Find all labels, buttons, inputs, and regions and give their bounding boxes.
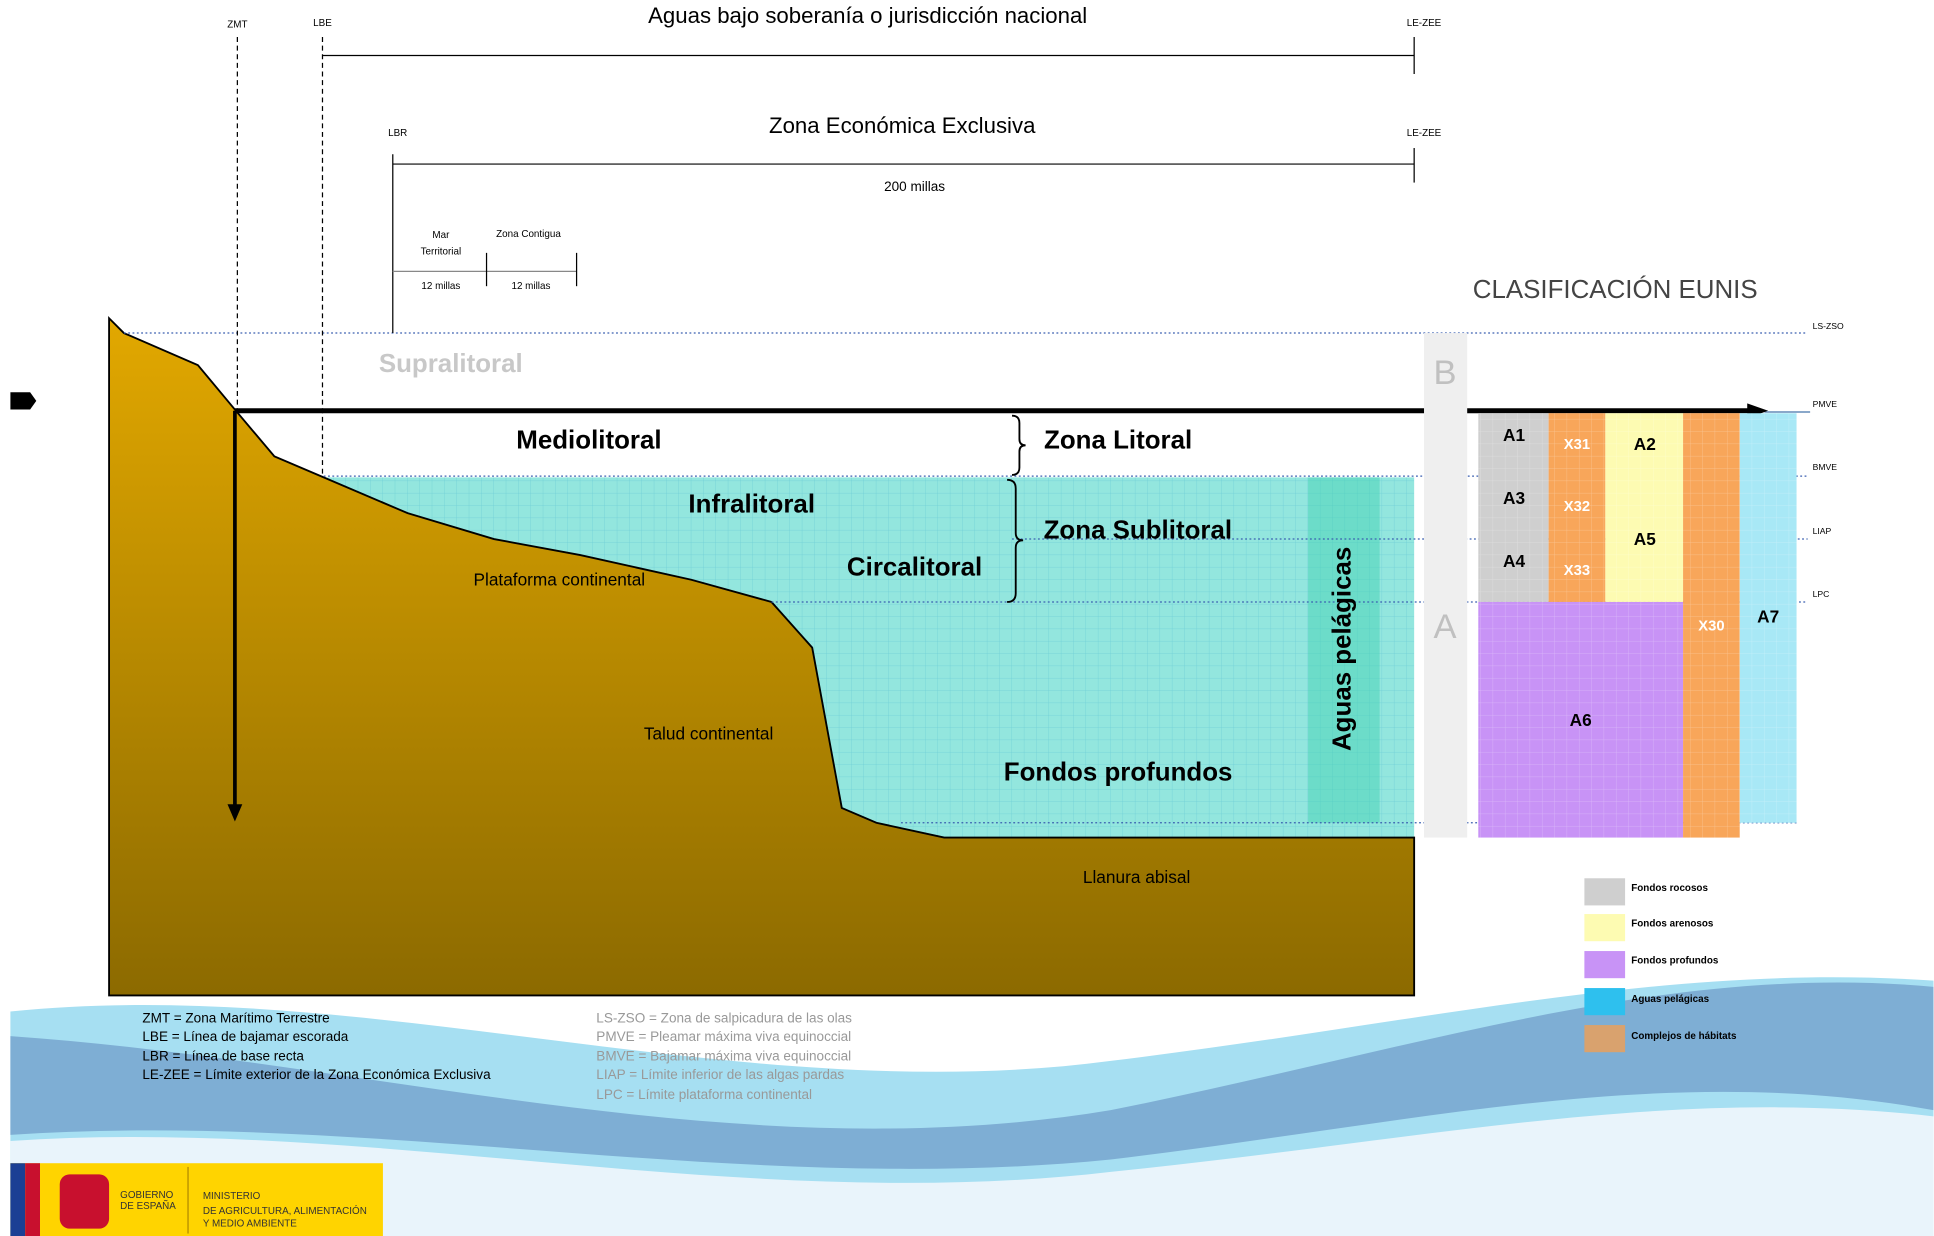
legend-swatch bbox=[1584, 1025, 1625, 1052]
eunis-code: A3 bbox=[1503, 488, 1525, 508]
legend-label: Fondos rocosos bbox=[1631, 883, 1708, 894]
label: ZMT bbox=[227, 19, 247, 30]
eunis-grid bbox=[1478, 413, 1796, 837]
note: BMVE = Bajamar máxima viva equinoccial bbox=[596, 1049, 851, 1064]
eunis-code: X32 bbox=[1564, 499, 1590, 515]
zone-label: Talud continental bbox=[644, 724, 773, 744]
zone-label: Infralitoral bbox=[688, 491, 815, 519]
zone-label: Zona Sublitoral bbox=[1044, 516, 1232, 544]
brace bbox=[1012, 416, 1026, 475]
eunis-code: A1 bbox=[1503, 425, 1525, 445]
label: LE-ZEE bbox=[1407, 18, 1442, 29]
label: Territorial bbox=[421, 246, 462, 257]
eunis-code: X31 bbox=[1564, 437, 1590, 453]
eunis-label: B bbox=[1433, 354, 1456, 392]
logo-flag bbox=[10, 1163, 25, 1236]
note: LBR = Línea de base recta bbox=[142, 1049, 304, 1064]
eunis-code: A7 bbox=[1757, 607, 1779, 627]
note: LS-ZSO = Zona de salpicadura de las olas bbox=[596, 1010, 852, 1025]
label: 12 millas bbox=[511, 281, 550, 292]
note: LIAP = Límite inferior de las algas pard… bbox=[596, 1067, 844, 1082]
label: 12 millas bbox=[421, 281, 460, 292]
eunis-code: X33 bbox=[1564, 563, 1590, 579]
logo-text: Y MEDIO AMBIENTE bbox=[203, 1218, 297, 1229]
zone-label: Plataforma continental bbox=[473, 570, 645, 590]
eunis-code: A5 bbox=[1634, 529, 1656, 549]
note: LPC = Límite plataforma continental bbox=[596, 1087, 812, 1102]
title: Zona Económica Exclusiva bbox=[769, 113, 1036, 138]
eunis-code: A6 bbox=[1570, 710, 1592, 730]
zone-label: Llanura abisal bbox=[1083, 867, 1190, 887]
zone-label: Aguas pelágicas bbox=[1329, 547, 1357, 751]
level-label: BMVE bbox=[1813, 462, 1838, 472]
legend-swatch bbox=[1584, 878, 1625, 905]
note: LE-ZEE = Límite exterior de la Zona Econ… bbox=[142, 1067, 491, 1082]
eunis-diagram: ZMT LBE Aguas bajo soberanía o jurisdicc… bbox=[0, 0, 1934, 1236]
level-label: LS-ZSO bbox=[1813, 321, 1844, 331]
logo-text: DE AGRICULTURA, ALIMENTACIÓN bbox=[203, 1206, 367, 1217]
eunis-title: CLASIFICACIÓN EUNIS bbox=[1473, 275, 1758, 304]
zone-label: Supralitoral bbox=[379, 350, 523, 378]
label: Zona Contigua bbox=[496, 229, 561, 240]
eunis-code: A2 bbox=[1634, 434, 1656, 454]
legend-label: Aguas pelágicas bbox=[1631, 994, 1709, 1005]
title: Aguas bajo soberanía o jurisdicción naci… bbox=[648, 3, 1087, 28]
legend-label: Complejos de hábitats bbox=[1631, 1031, 1737, 1042]
rulers bbox=[322, 37, 1414, 286]
eunis-label: A bbox=[1433, 608, 1456, 646]
legend-label: Fondos arenosos bbox=[1631, 919, 1714, 930]
label: LBE bbox=[313, 18, 332, 29]
logo-text: DE ESPAÑA bbox=[120, 1201, 176, 1212]
zone-label: Fondos profundos bbox=[1004, 758, 1233, 786]
level-label: LIAP bbox=[1813, 526, 1832, 536]
zone-label: Circalitoral bbox=[847, 554, 982, 582]
level-label: PMVE bbox=[1813, 399, 1838, 409]
marker bbox=[10, 392, 36, 409]
note: ZMT = Zona Marítimo Terrestre bbox=[142, 1010, 329, 1025]
label: 200 millas bbox=[884, 179, 945, 194]
label: LE-ZEE bbox=[1407, 128, 1442, 139]
level-label: LPC bbox=[1813, 589, 1830, 599]
logo-text: GOBIERNO bbox=[120, 1190, 173, 1201]
eunis-code: A4 bbox=[1503, 551, 1525, 571]
logo-shield bbox=[60, 1174, 109, 1228]
eunis-column bbox=[1424, 333, 1467, 838]
label: LBR bbox=[388, 128, 407, 139]
logo-flag bbox=[25, 1163, 40, 1236]
eunis-code: X30 bbox=[1698, 619, 1724, 635]
zone-label: Zona Litoral bbox=[1044, 426, 1192, 454]
legend-swatch bbox=[1584, 914, 1625, 941]
legend-label: Fondos profundos bbox=[1631, 956, 1719, 967]
legend-swatch bbox=[1584, 951, 1625, 978]
label: Mar bbox=[432, 230, 450, 241]
note: LBE = Línea de bajamar escorada bbox=[142, 1029, 348, 1044]
legend-swatch bbox=[1584, 988, 1625, 1015]
note: PMVE = Pleamar máxima viva equinoccial bbox=[596, 1029, 851, 1044]
zone-label: Mediolitoral bbox=[516, 426, 661, 454]
logo-text: MINISTERIO bbox=[203, 1191, 261, 1202]
